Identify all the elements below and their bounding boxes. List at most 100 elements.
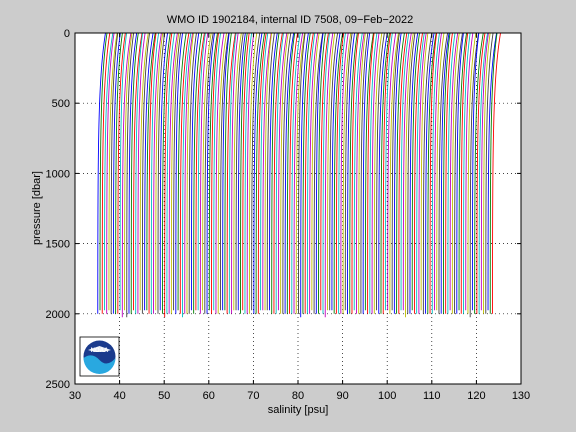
profile-line bbox=[104, 33, 114, 311]
profile-line bbox=[257, 33, 267, 314]
profile-line bbox=[289, 33, 299, 314]
y-tick-label: 2500 bbox=[46, 379, 70, 391]
x-tick-label: 30 bbox=[69, 390, 81, 402]
y-tick-label: 2000 bbox=[46, 309, 70, 321]
profile-line bbox=[329, 33, 339, 311]
profile-line bbox=[400, 33, 410, 311]
profile-line bbox=[110, 33, 119, 314]
profile-line bbox=[202, 33, 212, 311]
profile-line bbox=[320, 33, 329, 311]
profile-line bbox=[188, 33, 197, 314]
profile-line bbox=[260, 33, 269, 311]
profile-line bbox=[360, 33, 369, 314]
profile-line bbox=[460, 33, 469, 314]
profile-line bbox=[277, 33, 288, 311]
profile-line bbox=[242, 33, 250, 311]
profile-line bbox=[367, 33, 375, 314]
profile-line bbox=[119, 33, 128, 311]
profile-line bbox=[219, 33, 230, 311]
profile-line bbox=[371, 33, 380, 314]
profile-line bbox=[271, 33, 280, 314]
profile-line bbox=[427, 33, 437, 314]
profile-line bbox=[344, 33, 353, 311]
profile-line bbox=[420, 33, 429, 311]
profile-line bbox=[150, 33, 160, 314]
profile-line bbox=[135, 33, 144, 314]
profile-line bbox=[264, 33, 273, 311]
profile-line bbox=[487, 33, 498, 311]
x-tick-label: 120 bbox=[467, 390, 485, 402]
profile-line bbox=[184, 33, 194, 314]
profile-line bbox=[306, 33, 316, 314]
profile-line bbox=[269, 33, 278, 311]
profile-line bbox=[157, 33, 166, 314]
profile-line bbox=[144, 33, 154, 311]
profile-line bbox=[387, 33, 397, 311]
profile-line bbox=[456, 33, 464, 314]
profile-line bbox=[373, 33, 383, 314]
profile-line bbox=[322, 33, 330, 314]
profile-line bbox=[382, 33, 392, 314]
profile-line bbox=[115, 33, 123, 314]
profile-line bbox=[197, 33, 206, 311]
profile-line bbox=[376, 33, 385, 311]
profile-line bbox=[474, 33, 484, 314]
profile-line bbox=[170, 33, 180, 314]
profile-line bbox=[213, 33, 221, 311]
profile-line bbox=[467, 33, 477, 314]
profile-line bbox=[204, 33, 214, 314]
profile-line bbox=[358, 33, 366, 314]
profile-line bbox=[489, 33, 498, 314]
profile-line bbox=[182, 33, 192, 318]
profile-line bbox=[380, 33, 390, 314]
profile-line bbox=[405, 33, 414, 318]
profile-line bbox=[177, 33, 187, 311]
profile-lines bbox=[97, 33, 501, 318]
profile-line bbox=[349, 33, 358, 314]
x-tick-label: 50 bbox=[158, 390, 170, 402]
profile-line bbox=[211, 33, 219, 314]
profile-line bbox=[284, 33, 295, 314]
profile-line bbox=[362, 33, 371, 314]
profile-line bbox=[313, 33, 324, 314]
noaa-logo: NOAA bbox=[79, 336, 120, 377]
profile-line bbox=[262, 33, 272, 311]
profile-line bbox=[300, 33, 309, 318]
axis-ticks bbox=[74, 32, 522, 385]
profile-line bbox=[449, 33, 459, 311]
profile-line bbox=[331, 33, 341, 311]
profile-line bbox=[112, 33, 121, 314]
profile-line bbox=[389, 33, 399, 314]
profile-line bbox=[436, 33, 445, 311]
x-tick-label: 40 bbox=[113, 390, 125, 402]
profile-line bbox=[335, 33, 345, 314]
profile-line bbox=[108, 33, 118, 311]
profile-line bbox=[451, 33, 460, 314]
profile-line bbox=[168, 33, 178, 314]
svg-text:NOAA: NOAA bbox=[91, 348, 109, 354]
profile-line bbox=[304, 33, 314, 314]
profile-line bbox=[393, 33, 402, 314]
profile-line bbox=[351, 33, 359, 314]
x-tick-label: 90 bbox=[336, 390, 348, 402]
profile-line bbox=[324, 33, 334, 318]
profile-line bbox=[137, 33, 146, 314]
profile-line bbox=[476, 33, 486, 314]
profile-line bbox=[347, 33, 355, 314]
profile-line bbox=[282, 33, 292, 314]
profile-line bbox=[411, 33, 420, 311]
profile-line bbox=[139, 33, 149, 311]
x-tick-labels: 30 40 50 60 70 80 90 100 110 120 130 bbox=[69, 390, 530, 402]
profile-line bbox=[454, 33, 463, 314]
profile-line bbox=[469, 33, 480, 318]
profile-line bbox=[255, 33, 266, 314]
profile-line bbox=[275, 33, 284, 314]
profile-line bbox=[338, 33, 346, 314]
profile-line bbox=[291, 33, 301, 314]
profile-line bbox=[248, 33, 258, 314]
profile-line bbox=[217, 33, 228, 314]
profile-line bbox=[193, 33, 203, 314]
profile-line bbox=[106, 33, 115, 314]
profile-line bbox=[384, 33, 393, 311]
